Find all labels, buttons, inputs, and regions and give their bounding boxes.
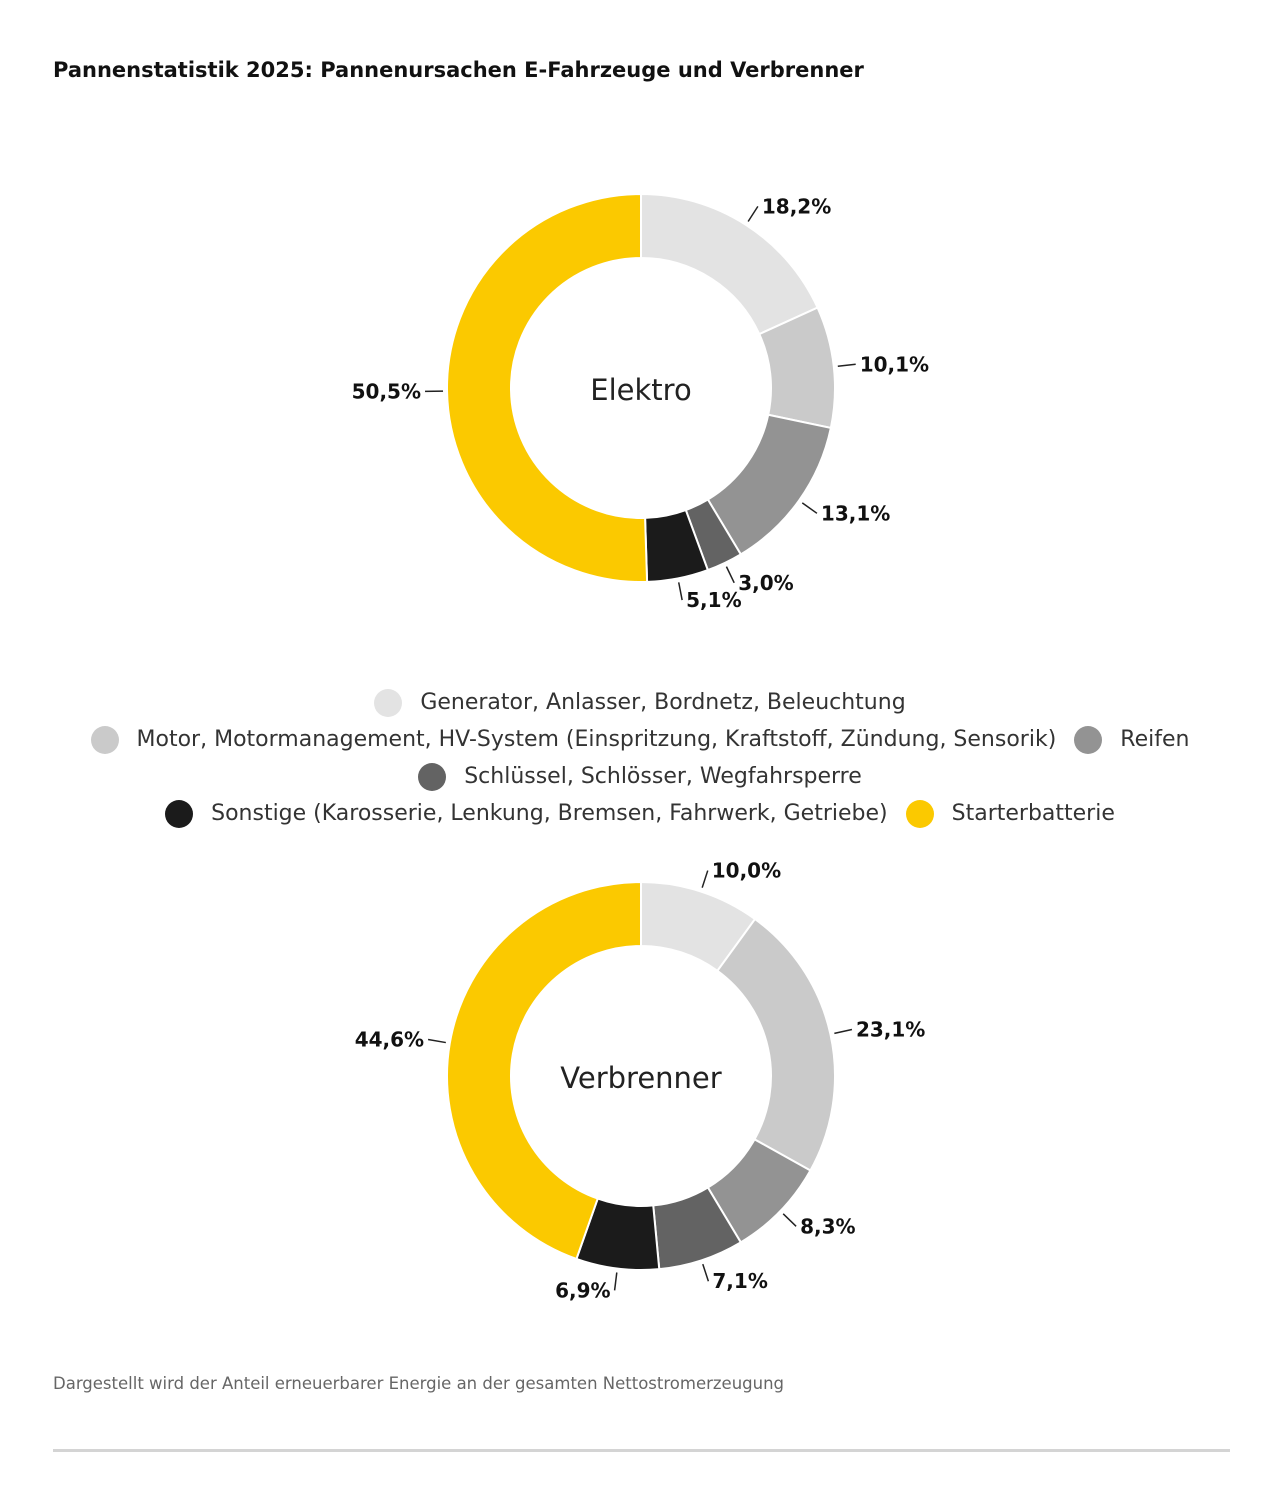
legend-swatch xyxy=(1074,725,1103,754)
donut-slice xyxy=(446,880,642,1261)
legend-swatch xyxy=(90,725,119,754)
data-label: 50,5% xyxy=(352,379,421,403)
leader-line xyxy=(725,566,735,584)
donut-slice xyxy=(716,917,836,1172)
divider xyxy=(53,1449,1230,1452)
legend: Generator, Anlasser, Bordnetz, Beleuchtu… xyxy=(0,684,1280,832)
chart-title: Pannenstatistik 2025: Pannenursachen E-F… xyxy=(53,58,864,82)
data-label: 10,1% xyxy=(860,352,929,376)
leader-line xyxy=(801,502,818,514)
legend-item: Generator, Anlasser, Bordnetz, Beleuchtu… xyxy=(374,688,906,717)
legend-item: Starterbatterie xyxy=(905,799,1115,828)
legend-row: Schlüssel, Schlösser, Wegfahrsperre xyxy=(0,758,1280,795)
donut-slice xyxy=(446,192,649,583)
leader-line xyxy=(747,205,759,222)
data-label: 8,3% xyxy=(800,1214,855,1238)
leader-line xyxy=(837,363,856,368)
leader-line xyxy=(782,1213,797,1227)
footnote: Dargestellt wird der Anteil erneuerbarer… xyxy=(53,1374,785,1393)
data-label: 18,2% xyxy=(762,194,831,218)
data-label: 7,1% xyxy=(712,1269,767,1293)
data-label: 10,0% xyxy=(712,859,781,883)
donut-center-label: Verbrenner xyxy=(560,1061,721,1095)
data-label: 3,0% xyxy=(738,571,793,595)
legend-swatch xyxy=(418,762,447,791)
leader-line xyxy=(613,1272,618,1291)
legend-row: Motor, Motormanagement, HV-System (Einsp… xyxy=(0,721,1280,758)
leader-line xyxy=(702,1263,710,1282)
leader-line xyxy=(834,1028,853,1035)
leader-line xyxy=(701,870,709,888)
legend-swatch xyxy=(905,799,934,828)
leader-line xyxy=(427,1038,446,1044)
leader-line xyxy=(677,582,683,601)
legend-swatch xyxy=(374,688,403,717)
donut-center-label: Elektro xyxy=(590,373,691,407)
legend-item: Sonstige (Karosserie, Lenkung, Bremsen, … xyxy=(165,799,888,828)
donut-elektro: 18,2% 10,1% 13,1% 3,0%5,1% 50,5% Elektro xyxy=(352,192,929,612)
data-label: 5,1% xyxy=(686,588,741,612)
legend-row: Generator, Anlasser, Bordnetz, Beleuchtu… xyxy=(0,684,1280,721)
data-label: 23,1% xyxy=(856,1018,925,1042)
legend-item: Schlüssel, Schlösser, Wegfahrsperre xyxy=(418,762,862,791)
data-label: 6,9% xyxy=(555,1278,610,1302)
data-label: 13,1% xyxy=(821,501,890,525)
legend-item: Reifen xyxy=(1074,725,1189,754)
legend-swatch xyxy=(165,799,194,828)
data-label: 44,6% xyxy=(355,1028,424,1052)
legend-item: Motor, Motormanagement, HV-System (Einsp… xyxy=(90,725,1056,754)
legend-row: Sonstige (Karosserie, Lenkung, Bremsen, … xyxy=(0,795,1280,832)
donut-verbrenner: 10,0% 23,1% 8,3% 7,1% 6,9% 44,6% Verbrenner xyxy=(355,859,926,1303)
